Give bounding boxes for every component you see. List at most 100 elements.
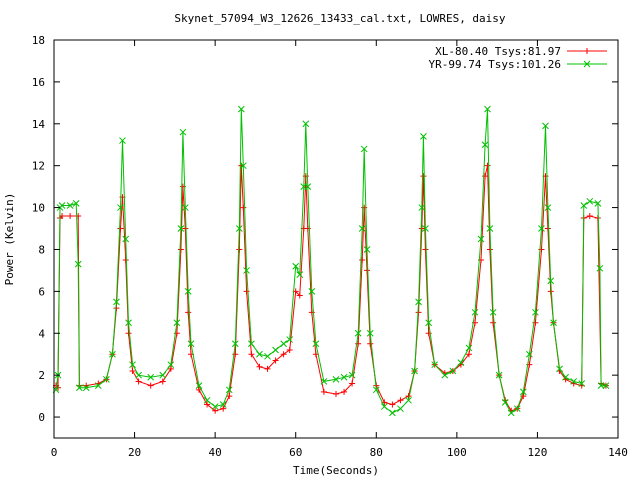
legend-label: YR-99.74 Tsys:101.26 <box>429 58 561 71</box>
data-point <box>484 162 491 169</box>
data-point <box>333 391 339 398</box>
data-point <box>212 407 219 414</box>
data-point <box>185 309 192 316</box>
data-point <box>340 373 348 381</box>
x-tick-label: 60 <box>289 446 302 459</box>
data-point <box>547 288 554 295</box>
data-point <box>544 204 552 211</box>
data-point <box>348 371 356 379</box>
data-point <box>538 246 545 253</box>
data-point <box>550 319 557 327</box>
y-tick-label: 2 <box>38 369 45 382</box>
data-point <box>332 375 340 383</box>
data-point <box>418 204 426 211</box>
data-point <box>354 329 362 337</box>
data-point <box>507 409 515 417</box>
data-point <box>341 388 348 395</box>
data-point <box>243 288 250 295</box>
data-point <box>177 225 185 232</box>
data-point <box>484 105 491 113</box>
data-point <box>583 60 591 68</box>
data-point <box>103 375 110 383</box>
data-point <box>204 401 211 408</box>
data-point <box>596 264 604 272</box>
x-tick-label: 140 <box>608 446 628 459</box>
data-point <box>355 340 362 347</box>
data-point <box>125 319 132 327</box>
data-point <box>195 382 203 389</box>
data-point <box>544 225 551 232</box>
data-point <box>495 371 503 379</box>
data-point <box>173 330 180 337</box>
data-point <box>364 267 371 274</box>
y-axis: 0 2 4 6 8 10 12 14 16 18 <box>32 34 618 424</box>
data-point <box>119 137 126 144</box>
x-tick-label: 80 <box>370 446 383 459</box>
data-point <box>240 204 247 211</box>
data-point <box>292 262 300 270</box>
data-point <box>147 373 155 381</box>
data-point <box>586 212 593 219</box>
data-point <box>235 225 243 232</box>
data-point <box>420 133 427 140</box>
data-point <box>264 352 271 360</box>
data-point <box>231 340 239 348</box>
data-point <box>380 403 388 410</box>
y-tick-label: 18 <box>32 34 45 47</box>
data-point <box>129 361 136 369</box>
data-point <box>135 378 142 385</box>
data-point <box>405 396 412 404</box>
data-point <box>67 212 74 219</box>
x-tick-label: 20 <box>128 446 141 459</box>
data-point <box>302 120 310 128</box>
data-point <box>184 288 192 295</box>
x-tick-label: 0 <box>51 446 58 459</box>
data-point <box>449 367 457 375</box>
data-point <box>367 340 374 347</box>
data-point <box>179 128 187 136</box>
data-point <box>465 351 472 358</box>
data-point <box>602 382 610 389</box>
data-point <box>389 409 396 417</box>
data-point <box>570 378 578 385</box>
data-point <box>513 405 521 413</box>
data-point <box>109 350 116 358</box>
data-point <box>415 298 422 306</box>
data-point <box>471 308 479 316</box>
data-point <box>147 382 154 389</box>
data-point <box>167 361 175 369</box>
data-point <box>94 382 102 389</box>
data-point <box>441 371 449 379</box>
data-point <box>264 365 271 372</box>
data-point <box>580 202 588 209</box>
data-point <box>286 336 294 343</box>
y-tick-label: 16 <box>32 76 45 89</box>
data-point <box>82 384 90 392</box>
plot-frame <box>53 39 619 439</box>
data-point <box>58 202 66 209</box>
chart-title: Skynet_57094_W3_12626_13433_cal.txt, LOW… <box>174 12 506 25</box>
data-point <box>586 197 594 205</box>
y-tick-label: 6 <box>38 285 45 298</box>
data-point <box>397 405 404 413</box>
data-point <box>296 292 303 299</box>
data-point <box>320 388 327 395</box>
data-point <box>477 235 485 243</box>
data-point <box>457 359 465 366</box>
data-point <box>578 380 586 387</box>
data-point <box>308 288 316 295</box>
data-point <box>203 396 211 404</box>
series-line <box>55 109 606 414</box>
x-tick-label: 40 <box>209 446 222 459</box>
y-axis-label: Power (Kelvin) <box>3 193 16 286</box>
data-point <box>501 399 509 406</box>
data-point <box>125 330 132 337</box>
data-point <box>220 405 227 412</box>
data-point <box>304 183 312 190</box>
data-point <box>358 225 366 232</box>
x-axis: 0 20 40 60 80 100 120 140 <box>51 40 628 459</box>
data-point <box>122 235 130 243</box>
data-point <box>243 267 250 274</box>
